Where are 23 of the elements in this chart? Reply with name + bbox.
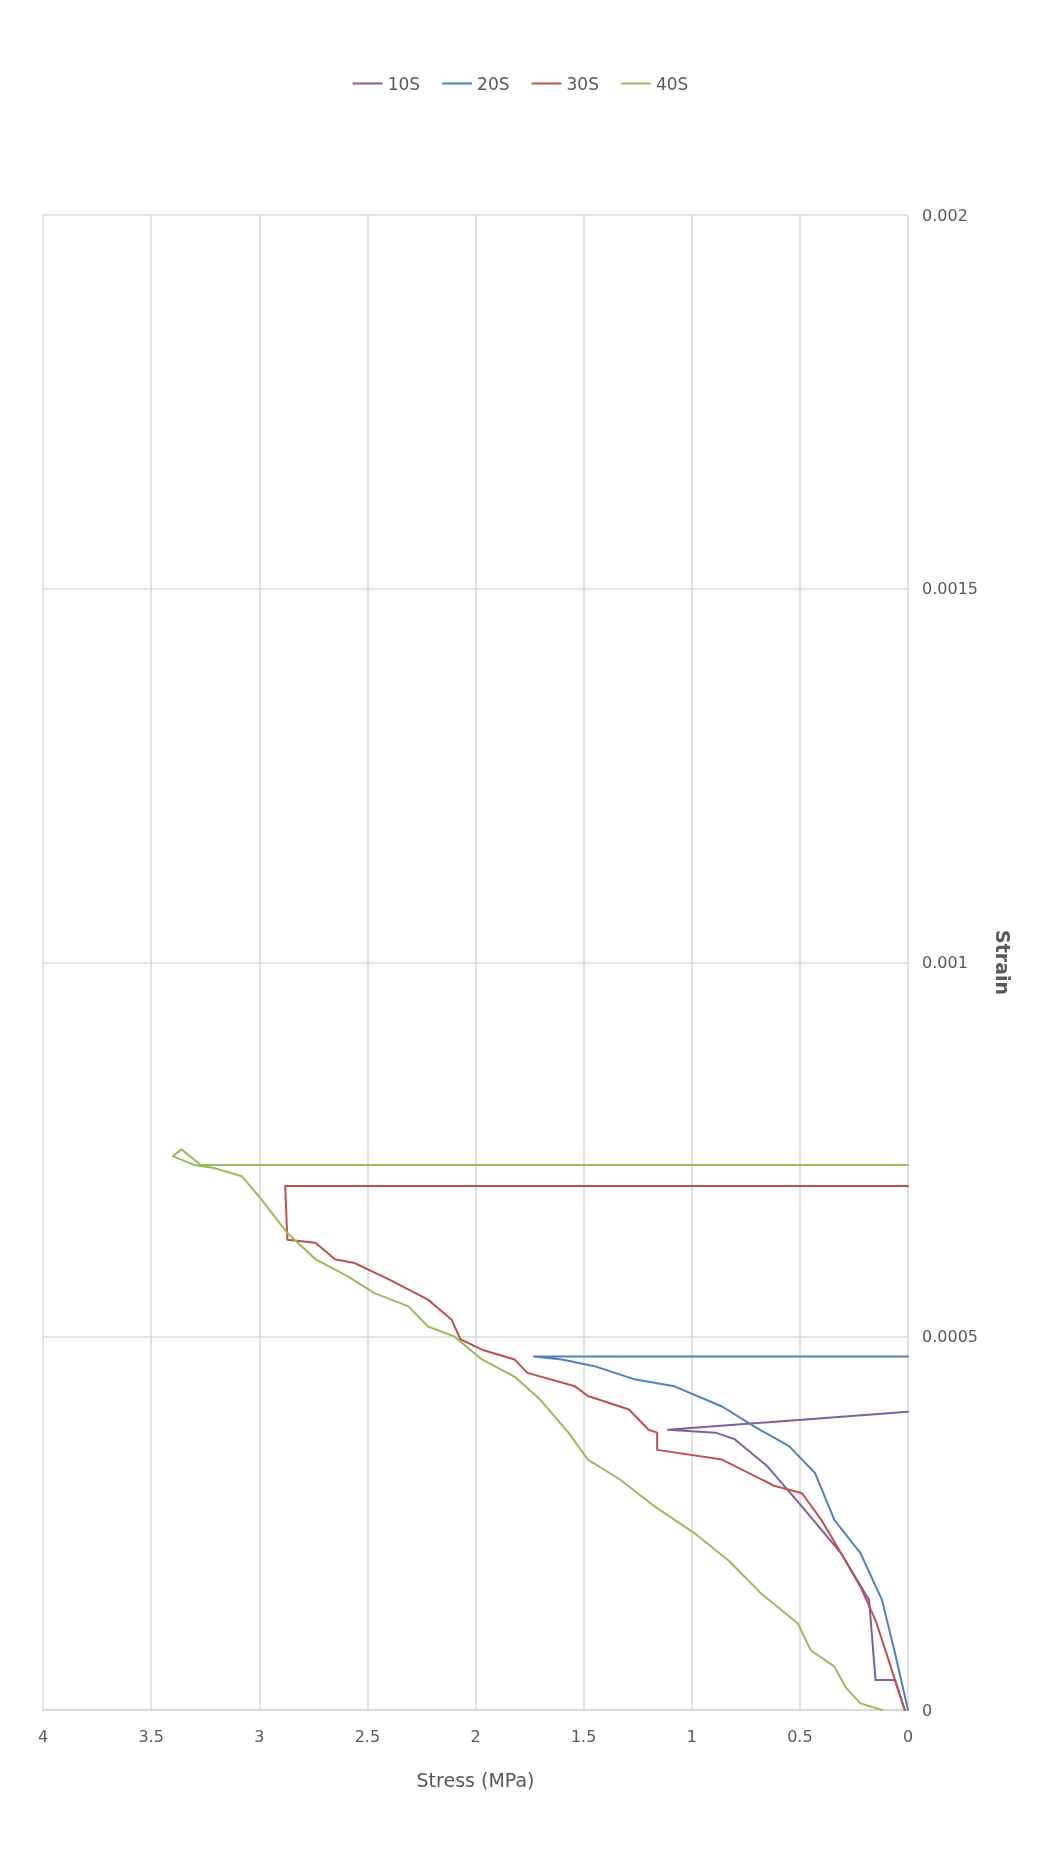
line-series: [171, 1148, 909, 1711]
y-tick-label: 0.0015: [922, 579, 978, 599]
x-tick-label: 1: [686, 1726, 697, 1746]
legend-label: 20S: [477, 73, 510, 94]
x-tick-label: 3.5: [138, 1726, 164, 1746]
y-axis-title: Strain: [991, 930, 1014, 995]
x-tick-label: 4: [37, 1726, 49, 1746]
x-tick-label: 3: [254, 1726, 265, 1746]
y-tick-label: 0.001: [922, 953, 968, 972]
x-tick-label: 0.5: [787, 1726, 813, 1746]
y-tick-label: 0.0005: [922, 1326, 978, 1346]
x-tick-label: 2.5: [354, 1726, 381, 1746]
legend-label: 40S: [655, 73, 689, 94]
x-axis-title: Stress (MPa): [416, 1768, 535, 1791]
legend-label: 30S: [566, 73, 599, 94]
legend-label: 10S: [387, 73, 421, 94]
x-tick-label: 0: [902, 1726, 914, 1746]
x-tick-label: 2: [470, 1726, 481, 1746]
y-tick-label: 0: [922, 1700, 933, 1720]
line-series: [532, 1355, 909, 1711]
x-tick-label: 1.5: [570, 1726, 597, 1746]
line-series: [284, 1185, 909, 1711]
y-tick-label: 0.002: [922, 205, 968, 225]
